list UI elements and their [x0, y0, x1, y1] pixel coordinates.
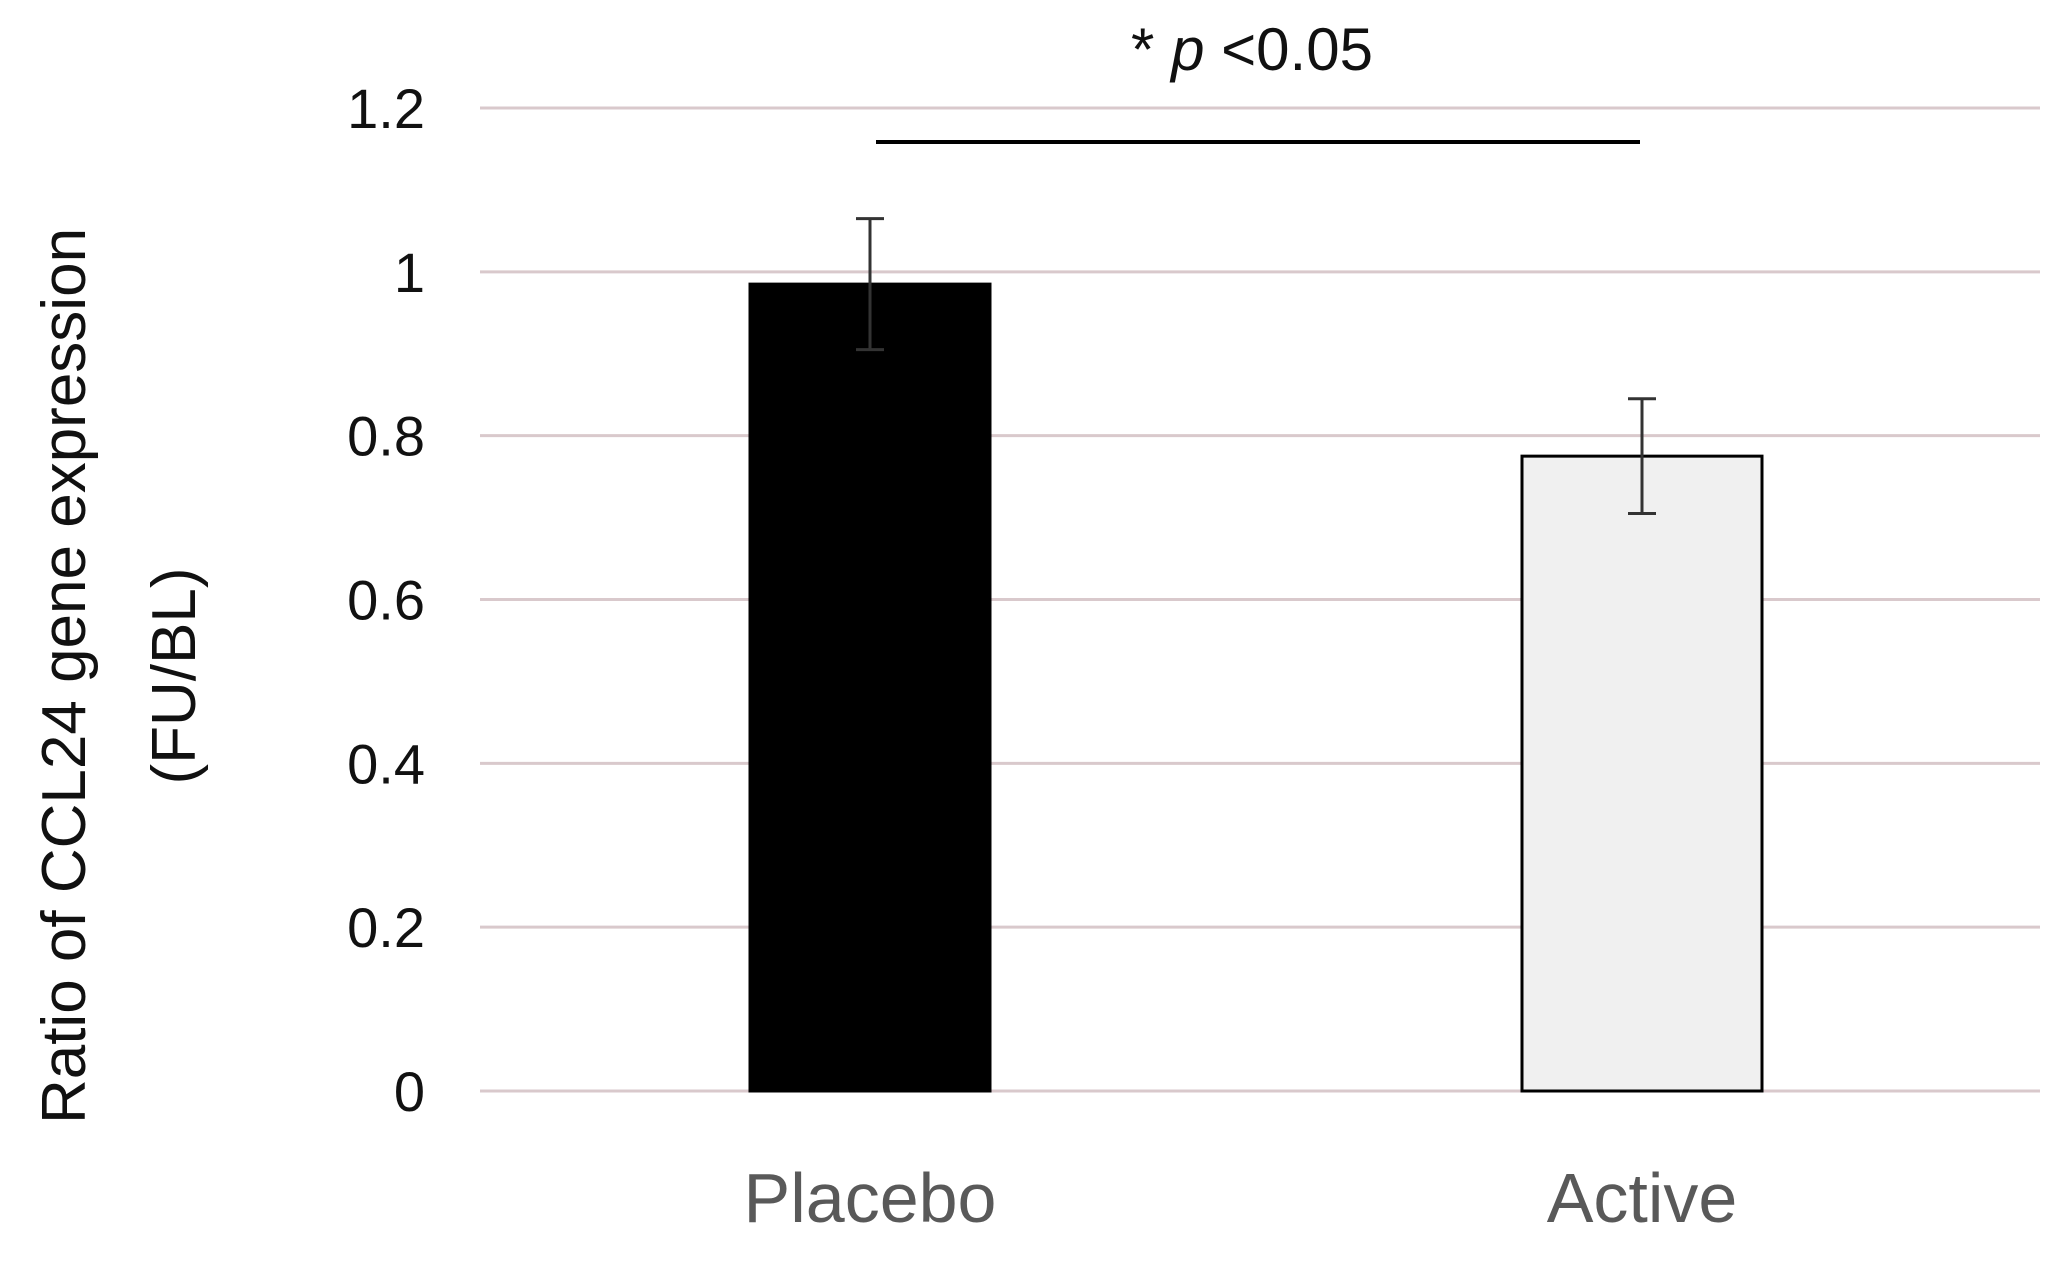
y-tick-labels: 0 0.2 0.4 0.6 0.8 1 1.2 [347, 77, 425, 1123]
y-tick-label: 0.2 [347, 896, 425, 959]
x-category-label-active: Active [1547, 1159, 1738, 1237]
significance-suffix: <0.05 [1204, 16, 1373, 83]
y-tick-label: 0 [394, 1060, 425, 1123]
category-labels: Placebo Active [744, 1159, 1738, 1237]
significance-annotation: * p <0.05 [876, 16, 1640, 144]
significance-prefix: * [1131, 16, 1171, 83]
significance-p: p [1169, 16, 1204, 83]
y-tick-label: 0.4 [347, 732, 425, 795]
bar-placebo [748, 282, 992, 1093]
y-tick-label: 1 [394, 241, 425, 304]
gridlines [480, 106, 2040, 1093]
y-tick-label: 0.8 [347, 405, 425, 468]
error-bars [856, 217, 1656, 515]
y-axis-title-line-2: (FU/BL) [140, 568, 209, 785]
significance-label: * p <0.05 [1131, 16, 1373, 83]
y-tick-label: 1.2 [347, 77, 425, 140]
y-axis-title-line-1: Ratio of CCL24 gene expression [30, 228, 99, 1124]
bar-active [1520, 454, 1764, 1093]
y-tick-label: 0.6 [347, 569, 425, 632]
bars [748, 282, 1764, 1093]
x-category-label-placebo: Placebo [744, 1159, 997, 1237]
